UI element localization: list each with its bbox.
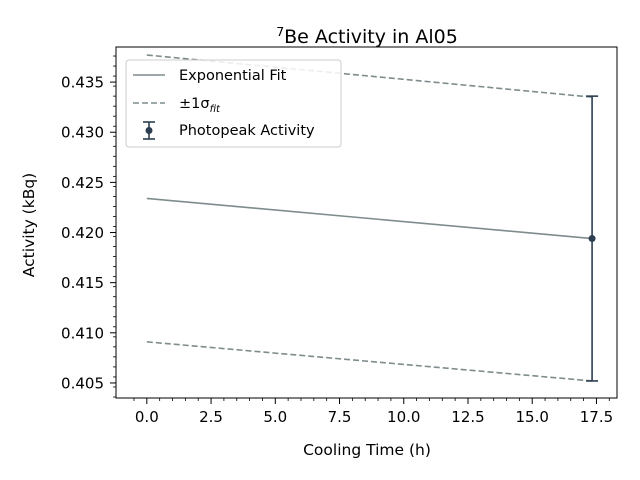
x-tick-label: 12.5	[451, 408, 484, 426]
y-axis-ticks: 0.405 0.410 0.415 0.420 0.425 0.430 0.435	[61, 55, 116, 398]
x-tick-label: 5.0	[263, 408, 287, 426]
chart-title: 7Be Activity in Al05	[276, 24, 458, 48]
y-tick-label: 0.435	[61, 74, 104, 92]
legend-frame	[125, 59, 342, 148]
legend-sigma-main: ±1σ	[179, 96, 210, 112]
legend-photopeak-label: Photopeak Activity	[179, 123, 315, 139]
title-main: Be Activity in Al05	[284, 26, 458, 48]
photopeak-point	[588, 235, 596, 243]
x-axis-label: Cooling Time (h)	[303, 441, 431, 459]
x-tick-label: 7.5	[328, 408, 352, 426]
y-tick-label: 0.425	[61, 174, 104, 192]
x-tick-label: 17.5	[580, 408, 613, 426]
legend-photopeak-dot	[145, 127, 153, 134]
legend: Exponential Fit ±1σfit Photopeak Activit…	[125, 59, 342, 148]
legend-fit-label: Exponential Fit	[179, 68, 287, 84]
title-superscript: 7	[276, 24, 284, 39]
y-tick-label: 0.420	[61, 224, 104, 242]
y-axis-label: Activity (kBq)	[20, 173, 38, 277]
y-tick-label: 0.415	[61, 274, 104, 292]
x-tick-label: 15.0	[516, 408, 549, 426]
legend-sigma-subscript: fit	[210, 104, 221, 115]
fit-line	[146, 197, 593, 240]
x-tick-label: 10.0	[387, 408, 420, 426]
legend-sigma-label: ±1σfit	[179, 96, 221, 115]
x-axis-ticks: 0.0 2.5 5.0 7.5 10.0 12.5 15.0 17.5	[133, 398, 613, 426]
y-tick-label: 0.405	[61, 374, 104, 392]
x-tick-label: 0.0	[135, 408, 159, 426]
plot-frame	[115, 46, 618, 399]
y-tick-label: 0.430	[61, 124, 104, 142]
y-tick-label: 0.410	[61, 324, 104, 342]
sigma-lower-line	[146, 341, 593, 382]
x-tick-label: 2.5	[199, 408, 223, 426]
legend-photopeak-swatch	[143, 121, 155, 140]
